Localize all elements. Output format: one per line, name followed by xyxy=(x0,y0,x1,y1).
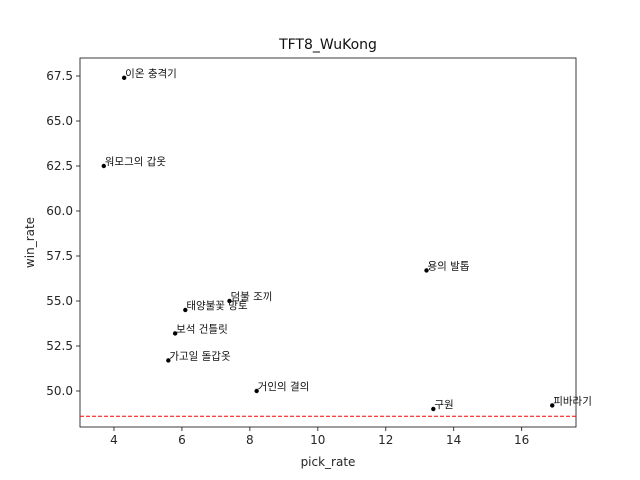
point-label: 피바라기 xyxy=(553,395,592,407)
data-point xyxy=(166,358,171,363)
x-tick-label: 14 xyxy=(446,433,461,447)
point-label: 가고일 돌갑옷 xyxy=(169,349,231,362)
data-point xyxy=(254,388,259,394)
y-tick-label: 50.0 xyxy=(46,384,73,398)
data-point xyxy=(550,403,555,408)
data-point xyxy=(227,298,232,304)
point-label: 워모그의 갑옷 xyxy=(105,155,167,168)
chart-title: TFT8_WuKong xyxy=(278,37,377,53)
x-tick-label: 4 xyxy=(110,433,118,447)
x-axis-ticks: 4 6 8 10 12 14 16 xyxy=(110,427,529,447)
point-label: 보석 건틀릿 xyxy=(176,323,228,335)
data-point xyxy=(424,268,429,273)
x-tick-label: 10 xyxy=(310,433,325,447)
data-point xyxy=(183,307,188,313)
y-tick-label: 62.5 xyxy=(46,159,73,173)
plot-frame xyxy=(79,57,577,428)
y-axis-ticks: 50.0 52.5 55.0 57.5 60.0 62.5 65.0 67.5 xyxy=(46,69,80,398)
y-tick-label: 57.5 xyxy=(46,249,73,263)
data-point xyxy=(121,75,127,81)
point-label: 구원 xyxy=(434,399,453,411)
y-tick-label: 65.0 xyxy=(46,114,73,128)
point-label: 덤불 조끼 xyxy=(230,291,272,303)
x-tick-label: 12 xyxy=(378,433,393,447)
x-tick-label: 8 xyxy=(246,433,254,447)
point-label: 용의 발톱 xyxy=(428,260,470,272)
x-tick-label: 16 xyxy=(514,433,529,447)
data-point xyxy=(101,163,106,169)
data-point xyxy=(431,406,436,412)
y-tick-label: 60.0 xyxy=(46,204,73,218)
point-label: 태양불꽃 망토 xyxy=(186,300,248,312)
x-axis-label: pick_rate xyxy=(301,455,356,469)
x-tick-label: 6 xyxy=(178,433,186,447)
point-label: 거인의 결의 xyxy=(258,381,310,393)
point-label: 이온 충격기 xyxy=(125,67,177,80)
y-tick-label: 55.0 xyxy=(46,294,73,308)
data-point xyxy=(172,331,178,336)
y-tick-label: 67.5 xyxy=(46,69,73,83)
y-axis-label: win_rate xyxy=(23,217,37,268)
y-tick-label: 52.5 xyxy=(46,339,73,353)
